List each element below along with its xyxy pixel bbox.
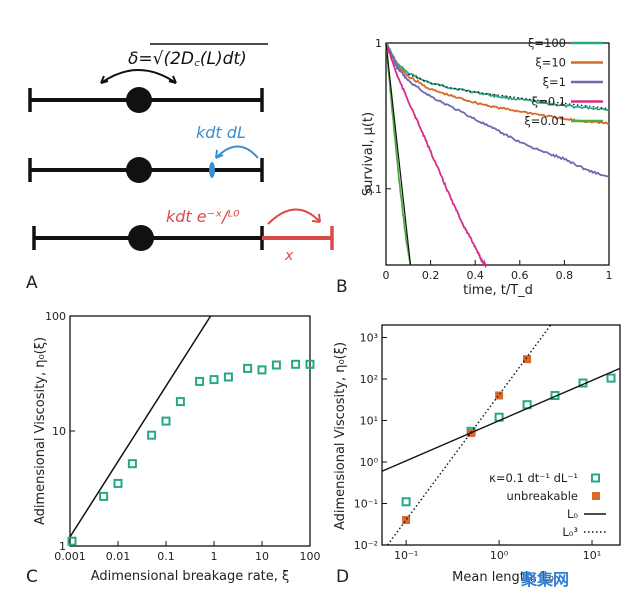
panel-d-cubic-line [386, 325, 552, 545]
panel-d-unbreakable-point [523, 355, 532, 364]
panel-d-ytick-label: 10¹ [360, 414, 378, 427]
panel-b-series-xi-0 [385, 43, 610, 112]
panel-d-legend-label: unbreakable [506, 489, 578, 503]
panel-c-data-point [223, 372, 233, 382]
panel-c-data-point [67, 536, 77, 546]
panel-b-series-exp [385, 42, 412, 266]
x-label-red: x [284, 248, 294, 264]
rod-2: kdt dL [28, 123, 264, 183]
panel-c-data-point [99, 491, 109, 501]
panel-d-unbreakable-point [495, 391, 504, 400]
panel-d-ytick-label: 10⁻¹ [354, 497, 378, 510]
panel-c-xtick-label: 1 [211, 550, 218, 563]
panel-d-unbreakable-point [402, 516, 411, 524]
panel-d-xlabel: Mean length, L₀ [452, 570, 554, 585]
watermark: 聚集网 [520, 570, 569, 589]
rod-1: δ=√(2D꜀(L)dt) [28, 43, 268, 113]
panel-b-legend-label: ξ=100 [528, 36, 566, 50]
panel-d-ytick-label: 10² [360, 373, 378, 386]
panel-c-ytick-label: 100 [45, 310, 66, 323]
break-arrow-blue [215, 145, 259, 159]
panel-b-series-xi-3 [385, 42, 488, 269]
panel-b-legend-label: ξ=0.01 [524, 114, 566, 128]
panel-c-xtick-label: 0.1 [157, 550, 175, 563]
panel-d-viscosity-chart: 10⁻¹ 10⁰ 10¹ 10⁻² 10⁻¹ 10⁰ 10¹ 10² 10³ κ=0.1 dt⁻… [333, 324, 621, 587]
panel-b-survival-chart: 0 0.2 0.4 0.6 0.8 1 1 0.1 ξ=100 ξ=10 ξ=1 ξ=0.1 ξ=0.… [336, 36, 613, 298]
panel-b-xlabel: time, t/T_d [463, 283, 533, 298]
panel-d-ylabel: Adimensional Viscosity, η₀(ξ) [333, 342, 348, 530]
panel-c-data-point [127, 459, 137, 469]
panel-label-c: C [26, 567, 38, 587]
panel-b-xtick-label: 0.2 [422, 269, 440, 282]
delta-formula: δ=√(2D꜀(L)dt) [128, 49, 247, 69]
panel-b-xtick-label: 0.6 [511, 269, 529, 282]
panel-d-ytick-label: 10³ [360, 331, 378, 344]
panel-label-a: A [26, 273, 38, 293]
panel-d-kappa-point [401, 497, 411, 507]
panel-c-viscosity-chart: 0.001 0.01 0.1 1 10 100 1 10 100 Adimensional Vi… [26, 310, 321, 587]
panel-b-series-xi-4 [385, 43, 412, 266]
panel-d-frame [381, 324, 621, 546]
panel-c-data-point [257, 365, 267, 375]
panel-d-linear-line [382, 367, 620, 472]
panel-a-schematic: δ=√(2D꜀(L)dt) kdt dL kdt e⁻ˣ/ᴸ⁰ x [26, 43, 334, 293]
bead-2 [126, 157, 152, 183]
panel-c-data-point [161, 416, 171, 426]
panel-d-xtick-label: 10⁻¹ [394, 549, 418, 562]
panel-c-ylabel: Adimensional Viscosity, η₀(ξ) [33, 337, 48, 525]
panel-b-ytick-label: 0.1 [365, 183, 383, 196]
panel-c-fit-line [69, 315, 212, 538]
panel-d-xtick-label: 10¹ [583, 549, 601, 562]
panel-d-legend-label: κ=0.1 dt⁻¹ dL⁻¹ [489, 471, 578, 485]
panel-d-kappa-point [606, 373, 616, 383]
panel-c-data-point [305, 359, 315, 369]
panel-b-legend-label: ξ=0.1 [532, 95, 566, 109]
panel-d-ytick-label: 10⁰ [360, 456, 379, 469]
diffusion-arrow [100, 69, 177, 84]
panel-b-ytick-label: 1 [375, 37, 382, 50]
panel-b-frame [385, 42, 610, 266]
panel-d-ytick-label: 10⁻² [354, 539, 378, 552]
panel-c-ytick-label: 1 [59, 540, 66, 553]
panel-c-xlabel: Adimensional breakage rate, ξ [91, 569, 290, 584]
panel-d-legend-swatch [592, 492, 600, 500]
panel-c-data-point [243, 363, 253, 373]
panel-c-xtick-label: 0.001 [54, 550, 86, 563]
panel-b-legend-label: ξ=10 [535, 56, 566, 70]
panel-b-series-xi-1 [385, 41, 610, 125]
panel-c-xtick-label: 0.01 [106, 550, 131, 563]
panel-b-ylabel: Survival, μ(t) [361, 112, 376, 196]
rod-3: kdt e⁻ˣ/ᴸ⁰ x [32, 207, 334, 264]
panel-d-legend-label: L₀ [567, 507, 578, 521]
panel-c-frame [69, 315, 311, 547]
panel-c-data-point [195, 376, 205, 386]
panel-c-data-point [271, 360, 281, 370]
bead-1 [126, 87, 152, 113]
panel-d-xtick-label: 10⁰ [490, 549, 509, 562]
panel-c-ytick-label: 10 [52, 425, 66, 438]
rate-label-red: kdt e⁻ˣ/ᴸ⁰ [166, 207, 240, 226]
panel-d-legend-swatch [591, 473, 600, 483]
bead-3 [128, 225, 154, 251]
panel-b-xtick-label: 0.8 [556, 269, 574, 282]
panel-c-data-point [291, 359, 301, 369]
panel-d-legend-label: L₀³ [562, 525, 578, 539]
panel-label-d: D [336, 567, 349, 587]
panel-c-data-point [113, 478, 123, 488]
panel-c-data-point [209, 375, 219, 385]
panel-label-b: B [336, 277, 348, 297]
panel-b-xtick-label: 0.4 [466, 269, 484, 282]
panel-c-data-point [147, 430, 157, 440]
panel-c-xtick-label: 100 [300, 550, 321, 563]
panel-c-data-point [175, 397, 185, 407]
panel-b-xtick-label: 1 [606, 269, 613, 282]
panel-b-xtick-label: 0 [383, 269, 390, 282]
panel-c-xtick-label: 10 [255, 550, 269, 563]
panel-b-legend-label: ξ=1 [543, 75, 566, 89]
rate-label-blue: kdt dL [196, 123, 246, 142]
break-point-blue [209, 162, 215, 178]
break-arrow-red [267, 208, 321, 225]
panel-b-series-xi-2 [385, 42, 610, 179]
